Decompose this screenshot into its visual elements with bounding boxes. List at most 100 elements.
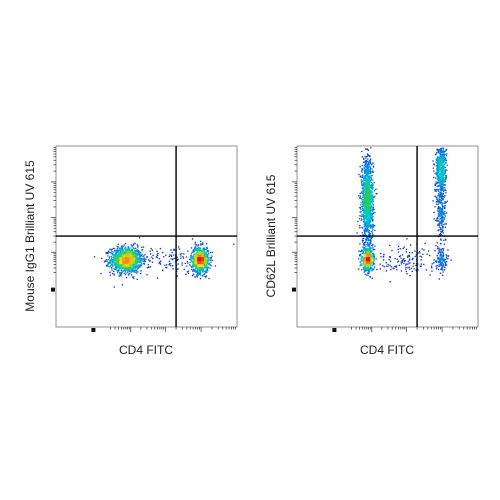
- event-dot: [414, 255, 416, 258]
- event-dot: [397, 260, 400, 262]
- event-dot: [440, 222, 443, 224]
- event-dot: [439, 209, 441, 211]
- event-dot: [192, 270, 194, 272]
- event-dot: [118, 262, 120, 264]
- event-dot: [361, 249, 364, 251]
- event-dot: [192, 261, 194, 263]
- event-dot: [364, 243, 366, 245]
- event-dot: [369, 179, 372, 182]
- event-dot: [437, 203, 439, 206]
- event-dot: [438, 180, 441, 182]
- event-dot: [132, 255, 134, 257]
- event-dot: [439, 221, 441, 223]
- event-dot: [116, 264, 118, 266]
- event-dot: [126, 264, 128, 266]
- event-dot: [198, 248, 200, 250]
- event-dot: [439, 192, 441, 194]
- event-dot: [437, 169, 440, 171]
- event-dot: [366, 223, 368, 225]
- event-dot: [371, 193, 373, 195]
- event-dot: [369, 209, 371, 212]
- event-dot: [440, 150, 442, 153]
- event-dot: [431, 263, 433, 265]
- event-dot: [438, 170, 440, 172]
- event-dot: [370, 168, 372, 170]
- event-dot: [364, 164, 367, 166]
- event-dot: [129, 273, 131, 275]
- event-dot: [371, 171, 373, 173]
- event-dot: [132, 251, 134, 253]
- event-dot: [363, 210, 365, 212]
- event-dot: [150, 253, 152, 255]
- event-dot: [364, 266, 366, 268]
- event-dot: [176, 275, 178, 277]
- event-dot: [367, 213, 369, 215]
- event-dot: [427, 250, 430, 252]
- event-dot: [388, 258, 390, 261]
- event-dot: [440, 212, 442, 214]
- event-dot: [370, 158, 372, 160]
- event-dot: [366, 160, 368, 162]
- event-dot: [368, 201, 370, 204]
- event-dot: [368, 230, 370, 232]
- event-dot: [445, 239, 447, 241]
- event-dot: [199, 270, 201, 272]
- event-dot: [126, 260, 128, 262]
- event-dot: [404, 260, 406, 262]
- event-dot: [367, 187, 369, 189]
- event-dot: [169, 254, 171, 256]
- event-dot: [372, 171, 374, 173]
- event-dot: [368, 270, 371, 272]
- event-dot: [182, 257, 185, 259]
- event-dot: [134, 264, 137, 266]
- event-dot: [420, 265, 422, 267]
- event-dot: [437, 260, 439, 262]
- event-dot: [369, 224, 371, 227]
- event-dot: [365, 225, 367, 227]
- event-dot: [146, 267, 148, 269]
- event-dot: [440, 262, 442, 264]
- event-dot: [199, 262, 202, 264]
- event-dot: [122, 246, 124, 248]
- event-dot: [432, 167, 434, 169]
- event-dot: [383, 266, 385, 268]
- event-dot: [444, 156, 446, 158]
- event-dot: [368, 154, 370, 157]
- event-dot: [442, 220, 444, 223]
- event-dot: [206, 268, 209, 270]
- event-dot: [435, 181, 437, 183]
- event-dot: [361, 241, 364, 243]
- event-dot: [120, 252, 122, 254]
- event-dot: [116, 257, 118, 260]
- event-dot: [367, 216, 369, 218]
- event-dot: [425, 269, 427, 271]
- event-dot: [368, 267, 370, 269]
- event-dot: [442, 232, 444, 234]
- event-dot: [369, 199, 371, 202]
- event-dot: [203, 248, 205, 250]
- event-dot: [124, 250, 126, 253]
- event-dot: [372, 245, 374, 247]
- event-dot: [113, 248, 116, 250]
- event-dot: [157, 254, 159, 257]
- event-dot: [365, 173, 367, 175]
- event-dot: [367, 186, 369, 188]
- event-dot: [197, 273, 199, 275]
- event-dot: [202, 253, 204, 255]
- event-dot: [196, 255, 198, 257]
- event-dot: [444, 259, 446, 261]
- event-dot: [365, 205, 367, 208]
- event-dot: [128, 270, 131, 272]
- event-dot: [205, 262, 207, 265]
- event-dot: [194, 270, 196, 272]
- event-dot: [134, 262, 136, 264]
- event-dot: [369, 162, 371, 164]
- event-dot: [441, 251, 443, 253]
- event-dot: [206, 254, 208, 256]
- event-dot: [199, 257, 202, 260]
- event-dot: [363, 157, 365, 159]
- event-dot: [436, 173, 438, 175]
- event-dot: [128, 267, 131, 269]
- event-dot: [436, 210, 439, 212]
- event-dot: [442, 161, 444, 163]
